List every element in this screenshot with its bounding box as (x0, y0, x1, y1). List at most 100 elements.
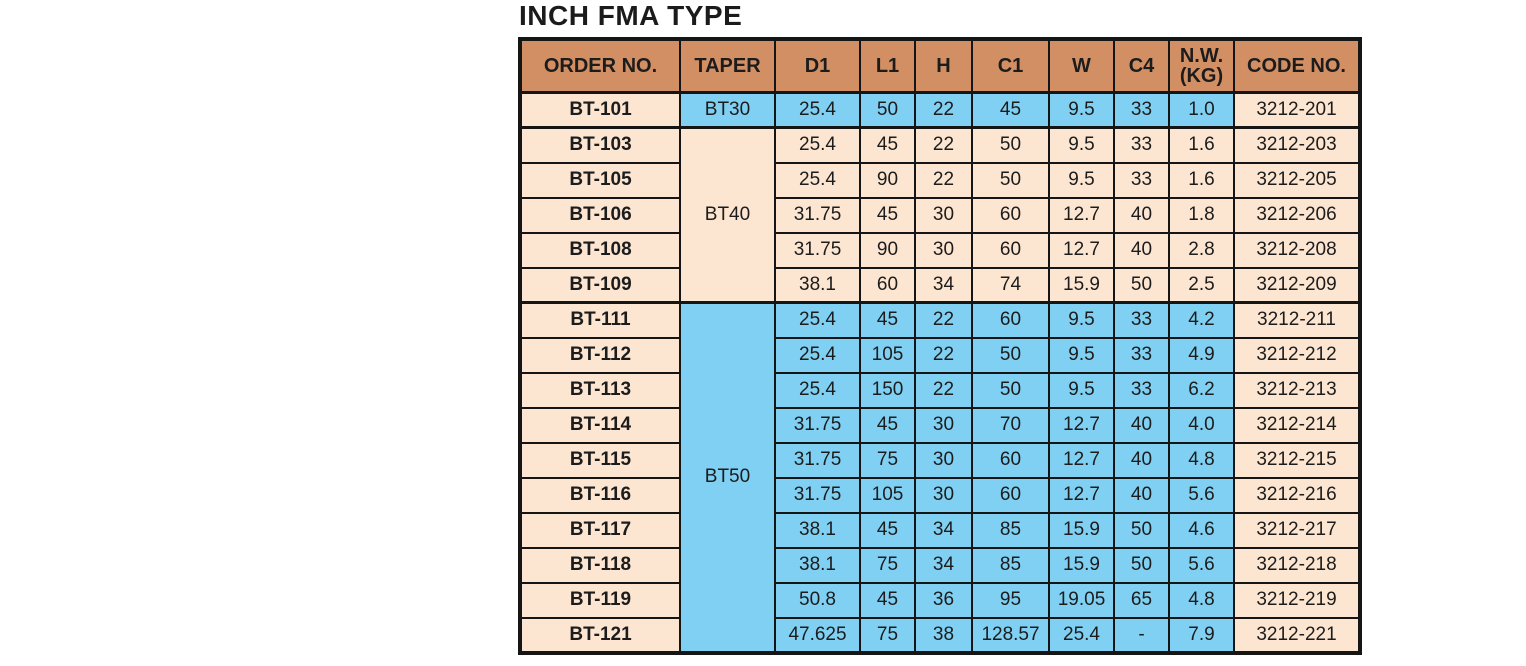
value-cell: 25.4 (774, 336, 861, 374)
value-cell: 22 (914, 126, 973, 164)
table-body: BT-101 BT30 25.4 50 22 45 9.5 33 1.0 3212-201 BT-1… (519, 91, 1361, 654)
value-cell: 30 (914, 196, 973, 234)
value-cell: 7.9 (1168, 616, 1235, 654)
value-cell: 5.6 (1168, 546, 1235, 584)
order-cell: BT-118 (519, 546, 681, 584)
value-cell: 25.4 (774, 161, 861, 199)
order-cell: BT-116 (519, 476, 681, 514)
code-cell: 3212-216 (1233, 476, 1361, 514)
value-cell: 75 (859, 616, 916, 654)
value-cell: 50 (971, 161, 1050, 199)
order-cell: BT-103 (519, 126, 681, 164)
value-cell: 31.75 (774, 476, 861, 514)
value-cell: 9.5 (1048, 336, 1115, 374)
value-cell: 47.625 (774, 616, 861, 654)
taper-cell: BT40 (679, 126, 776, 304)
value-cell: 128.57 (971, 616, 1050, 654)
value-cell: 33 (1113, 336, 1170, 374)
order-cell: BT-108 (519, 231, 681, 269)
value-cell: 60 (971, 301, 1050, 339)
code-cell: 3212-218 (1233, 546, 1361, 584)
table-row: BT-101 BT30 25.4 50 22 45 9.5 33 1.0 3212-201 (519, 91, 1361, 129)
order-cell: BT-105 (519, 161, 681, 199)
value-cell: 25.4 (774, 126, 861, 164)
value-cell: 34 (914, 511, 973, 549)
value-cell: 105 (859, 336, 916, 374)
value-cell: 45 (859, 406, 916, 444)
table-row: BT-114 31.75 45 30 70 12.7 40 4.0 3212-214 (519, 406, 1361, 444)
value-cell: 40 (1113, 406, 1170, 444)
table-row: BT-115 31.75 75 30 60 12.7 40 4.8 3212-215 (519, 441, 1361, 479)
order-cell: BT-115 (519, 441, 681, 479)
table-row: BT-119 50.8 45 36 95 19.05 65 4.8 3212-219 (519, 581, 1361, 619)
value-cell: 12.7 (1048, 406, 1115, 444)
order-cell: BT-109 (519, 266, 681, 304)
value-cell: 22 (914, 301, 973, 339)
order-cell: BT-101 (519, 91, 681, 129)
value-cell: 9.5 (1048, 301, 1115, 339)
value-cell: 9.5 (1048, 126, 1115, 164)
value-cell: 25.4 (774, 371, 861, 409)
order-cell: BT-111 (519, 301, 681, 339)
table-header: ORDER NO. TAPER D1 L1 H C1 W C4 N.W. (KG) CODE NO… (519, 38, 1361, 94)
order-cell: BT-114 (519, 406, 681, 444)
value-cell: 45 (859, 581, 916, 619)
value-cell: 30 (914, 231, 973, 269)
table-row: BT-106 31.75 45 30 60 12.7 40 1.8 3212-206 (519, 196, 1361, 234)
order-cell: BT-121 (519, 616, 681, 654)
value-cell: 45 (859, 511, 916, 549)
value-cell: 9.5 (1048, 91, 1115, 129)
table-row: BT-116 31.75 105 30 60 12.7 40 5.6 3212-216 (519, 476, 1361, 514)
column-header: H (914, 38, 973, 94)
value-cell: 60 (971, 476, 1050, 514)
value-cell: 95 (971, 581, 1050, 619)
value-cell: 4.8 (1168, 581, 1235, 619)
value-cell: 31.75 (774, 441, 861, 479)
value-cell: 65 (1113, 581, 1170, 619)
table-row: BT-112 25.4 105 22 50 9.5 33 4.9 3212-212 (519, 336, 1361, 374)
value-cell: 19.05 (1048, 581, 1115, 619)
column-header: L1 (859, 38, 916, 94)
value-cell: 45 (859, 126, 916, 164)
value-cell: 4.8 (1168, 441, 1235, 479)
value-cell: 34 (914, 266, 973, 304)
value-cell: 60 (971, 231, 1050, 269)
value-cell: 33 (1113, 91, 1170, 129)
code-cell: 3212-209 (1233, 266, 1361, 304)
value-cell: 50 (1113, 511, 1170, 549)
table-row: BT-117 38.1 45 34 85 15.9 50 4.6 3212-217 (519, 511, 1361, 549)
value-cell: 50 (859, 91, 916, 129)
column-header: C1 (971, 38, 1050, 94)
value-cell: 36 (914, 581, 973, 619)
value-cell: 30 (914, 476, 973, 514)
column-header: ORDER NO. (519, 38, 681, 94)
column-header: CODE NO. (1233, 38, 1361, 94)
taper-cell: BT50 (679, 301, 776, 654)
value-cell: - (1113, 616, 1170, 654)
value-cell: 5.6 (1168, 476, 1235, 514)
value-cell: 4.0 (1168, 406, 1235, 444)
value-cell: 4.2 (1168, 301, 1235, 339)
value-cell: 40 (1113, 231, 1170, 269)
value-cell: 22 (914, 161, 973, 199)
code-cell: 3212-217 (1233, 511, 1361, 549)
code-cell: 3212-219 (1233, 581, 1361, 619)
code-cell: 3212-211 (1233, 301, 1361, 339)
column-header: N.W. (KG) (1168, 38, 1235, 94)
value-cell: 40 (1113, 441, 1170, 479)
value-cell: 85 (971, 511, 1050, 549)
code-cell: 3212-205 (1233, 161, 1361, 199)
order-cell: BT-119 (519, 581, 681, 619)
code-cell: 3212-221 (1233, 616, 1361, 654)
value-cell: 50 (971, 371, 1050, 409)
value-cell: 1.8 (1168, 196, 1235, 234)
value-cell: 33 (1113, 161, 1170, 199)
value-cell: 1.6 (1168, 161, 1235, 199)
value-cell: 60 (971, 196, 1050, 234)
value-cell: 25.4 (774, 91, 861, 129)
code-cell: 3212-213 (1233, 371, 1361, 409)
value-cell: 12.7 (1048, 476, 1115, 514)
code-cell: 3212-215 (1233, 441, 1361, 479)
value-cell: 31.75 (774, 196, 861, 234)
